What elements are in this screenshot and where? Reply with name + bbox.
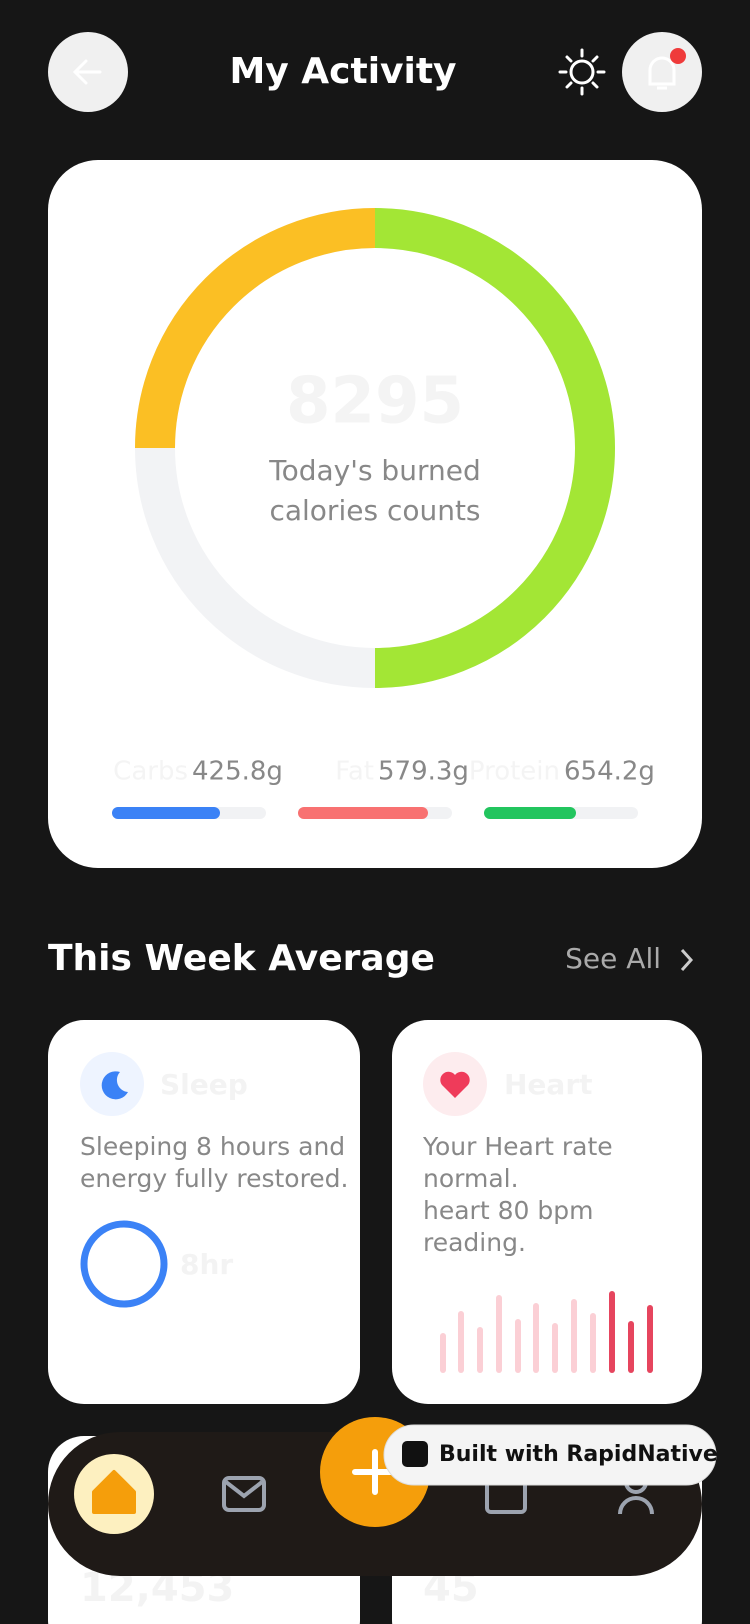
calories-caption: Today's burned (268, 454, 480, 487)
calories-value: 8295 (286, 365, 464, 439)
sleep-value: 8hr (180, 1248, 233, 1281)
ring-green (374, 208, 615, 688)
macro-fill (112, 807, 220, 819)
badge-logo (402, 1441, 428, 1467)
macro-amount: 654.2g (564, 757, 655, 787)
see-all-link: See All (565, 942, 661, 975)
macro-name: Protein (469, 757, 560, 787)
macro-name: Fat (335, 757, 374, 787)
macro-amount: 425.8g (192, 757, 283, 787)
back-button[interactable] (48, 32, 128, 112)
notification-dot (670, 48, 686, 64)
mail-icon (222, 1476, 266, 1512)
heart-text: normal. (423, 1164, 519, 1193)
profile-body (618, 1496, 654, 1515)
section-title: This Week Average (48, 938, 435, 979)
home-icon (92, 1470, 136, 1514)
mail-flap (224, 1480, 264, 1499)
bell-icon (648, 56, 676, 90)
sun-rays (558, 48, 606, 96)
badge[interactable]: Built with RapidNative (383, 1424, 718, 1486)
sleep-title: Sleep (160, 1068, 248, 1101)
sleep-card (48, 1020, 360, 1404)
heart-bars (440, 1291, 653, 1373)
macros: Carbs 425.8g Fat 579.3g Protein 654.2g (112, 757, 655, 819)
calories-caption: calories counts (269, 494, 480, 527)
heart-title: Heart (504, 1068, 593, 1101)
sun-core (569, 59, 595, 85)
sleep-text: Sleeping 8 hours and (80, 1132, 345, 1161)
back-arrow (72, 59, 102, 85)
sleep-text: energy fully restored. (80, 1164, 349, 1193)
badge-bg (383, 1424, 717, 1486)
chevron (680, 948, 694, 972)
home-tab[interactable] (74, 1454, 154, 1534)
heart-card (392, 1020, 702, 1404)
see-all[interactable]: See All (565, 942, 694, 975)
ring-yellow (135, 208, 376, 449)
macro-fill (484, 807, 576, 819)
summary-card (48, 160, 702, 868)
mail-tab[interactable] (222, 1476, 266, 1512)
badge-text: Built with RapidNative (439, 1442, 718, 1467)
theme-toggle[interactable] (558, 48, 606, 96)
sleep-ring (80, 1220, 168, 1308)
heart-text: heart 80 bpm (423, 1196, 593, 1225)
heart-icon (440, 1071, 470, 1098)
page-title: My Activity (229, 51, 456, 92)
bell-circle (622, 32, 702, 112)
heart-text: reading. (423, 1228, 526, 1257)
heart-text: Your Heart rate (422, 1132, 613, 1161)
add-icon (352, 1449, 398, 1495)
moon-icon (101, 1071, 128, 1100)
notification-button[interactable] (622, 32, 702, 112)
macro-amount: 579.3g (378, 757, 469, 787)
macro-fill (298, 807, 428, 819)
macro-name: Carbs (113, 757, 188, 787)
